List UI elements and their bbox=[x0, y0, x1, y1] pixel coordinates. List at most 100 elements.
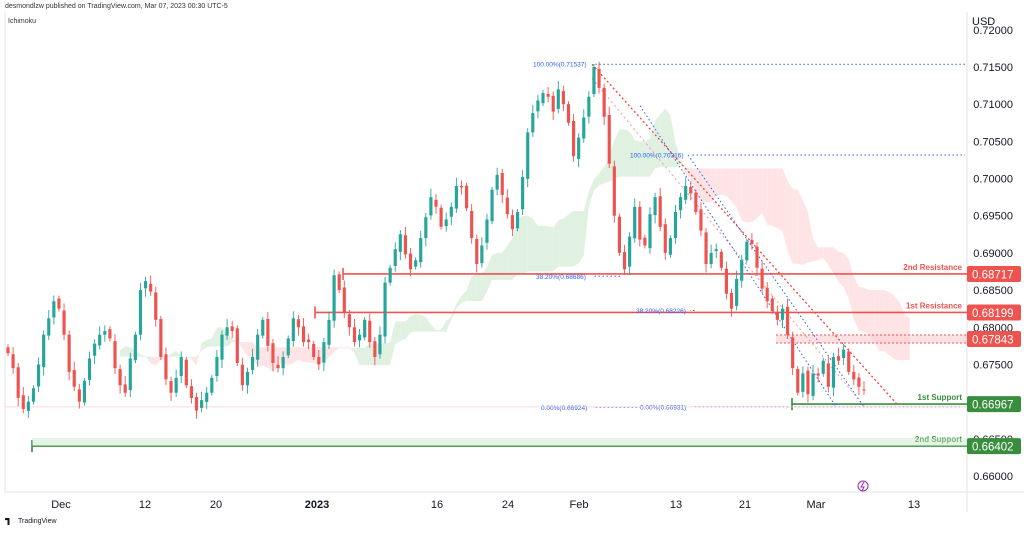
cloud-segment bbox=[436, 329, 442, 332]
x-tick-label: 16 bbox=[431, 499, 443, 511]
cloud-segment bbox=[145, 356, 151, 364]
cloud-segment bbox=[227, 333, 233, 347]
level-zone-label: 1st Support bbox=[918, 393, 963, 402]
candle bbox=[740, 254, 744, 288]
cloud-segment bbox=[741, 168, 747, 223]
cloud-segment bbox=[721, 168, 727, 197]
price-badge-text: 0.67843 bbox=[972, 334, 1014, 346]
candle-body bbox=[816, 373, 820, 376]
candle-body bbox=[836, 356, 841, 361]
candle-body bbox=[72, 370, 76, 387]
level-zone-label: 1st Resistance bbox=[906, 301, 963, 310]
candle-body bbox=[857, 377, 861, 387]
candle-body bbox=[541, 93, 545, 104]
candle bbox=[678, 192, 683, 219]
candle bbox=[225, 318, 229, 340]
candle bbox=[577, 133, 581, 168]
candle bbox=[154, 286, 158, 327]
cloud-segment bbox=[675, 142, 681, 168]
cloud-segment bbox=[430, 324, 436, 332]
candle bbox=[393, 242, 397, 272]
candle-body bbox=[485, 219, 489, 243]
cloud-segment bbox=[787, 180, 793, 264]
candle-body bbox=[408, 253, 413, 270]
candle-body bbox=[21, 395, 25, 410]
candle-body bbox=[138, 290, 143, 335]
candle bbox=[403, 226, 408, 259]
cloud-segment bbox=[644, 138, 650, 177]
cloud-segment bbox=[512, 218, 518, 280]
candle bbox=[317, 350, 321, 371]
candle bbox=[760, 260, 764, 293]
candle bbox=[617, 213, 622, 256]
candle-body bbox=[322, 342, 326, 363]
candle-body bbox=[852, 371, 856, 380]
candle bbox=[414, 257, 418, 270]
cloud-segment bbox=[537, 225, 543, 272]
candle bbox=[663, 218, 667, 260]
candle-body bbox=[577, 137, 581, 159]
cloud-segment bbox=[792, 189, 798, 264]
candle bbox=[668, 235, 672, 258]
candle bbox=[464, 182, 469, 212]
candle-body bbox=[11, 354, 15, 369]
candle bbox=[93, 339, 97, 365]
candle-body bbox=[373, 341, 377, 358]
candle-body bbox=[419, 238, 423, 263]
candle-body bbox=[521, 177, 525, 210]
candle-body bbox=[597, 68, 601, 88]
candle-body bbox=[831, 357, 836, 388]
candle-body bbox=[826, 363, 830, 387]
cloud-segment bbox=[751, 168, 757, 222]
candle bbox=[510, 209, 515, 237]
cloud-segment bbox=[685, 168, 691, 180]
candle bbox=[475, 234, 479, 273]
candle bbox=[582, 109, 586, 143]
misc-icons bbox=[857, 480, 869, 492]
support-zone bbox=[32, 438, 967, 447]
candle-body bbox=[459, 185, 464, 188]
candle bbox=[57, 295, 61, 312]
cloud-segment bbox=[125, 346, 131, 357]
candle bbox=[337, 271, 341, 294]
candle bbox=[327, 311, 331, 350]
candle bbox=[240, 357, 244, 391]
cloud-segment bbox=[757, 168, 763, 219]
y-tick-label: 0.70000 bbox=[973, 174, 1013, 186]
resistance-zone bbox=[776, 334, 967, 343]
candle bbox=[515, 209, 520, 232]
cloud-segment bbox=[461, 290, 467, 303]
tradingview-logo[interactable]: TradingView bbox=[5, 518, 57, 525]
candle-body bbox=[714, 249, 718, 252]
candle-body bbox=[276, 364, 280, 369]
candle bbox=[16, 362, 20, 407]
candle-body bbox=[515, 212, 520, 229]
cloud-segment bbox=[400, 321, 406, 341]
event-lightning-icon[interactable] bbox=[857, 480, 869, 492]
candle bbox=[108, 326, 112, 342]
x-axis: Dec 12 20 2023 16 24 Feb 13 21 Mar 13 bbox=[51, 499, 920, 511]
indicator-label-ichimoku[interactable]: Ichimoku bbox=[8, 18, 37, 25]
candle bbox=[842, 343, 846, 366]
cloud-segment bbox=[120, 346, 126, 357]
candle bbox=[500, 168, 504, 204]
candle-body bbox=[842, 349, 846, 359]
cloud-segment bbox=[639, 141, 645, 177]
cloud-segment bbox=[543, 225, 549, 272]
candle bbox=[271, 338, 275, 372]
x-tick-label: Mar bbox=[807, 499, 826, 511]
candle-body bbox=[735, 278, 739, 307]
cloud-segment bbox=[181, 355, 187, 357]
candle-body bbox=[470, 210, 474, 239]
candle bbox=[541, 90, 545, 107]
candle bbox=[286, 335, 290, 359]
candle-body bbox=[307, 339, 311, 343]
cloud-segment bbox=[853, 276, 859, 331]
candle bbox=[785, 298, 790, 340]
candle-body bbox=[571, 120, 576, 157]
candle bbox=[215, 350, 219, 382]
candle-body bbox=[490, 189, 494, 222]
candle bbox=[485, 213, 489, 250]
candle-body bbox=[653, 197, 657, 216]
